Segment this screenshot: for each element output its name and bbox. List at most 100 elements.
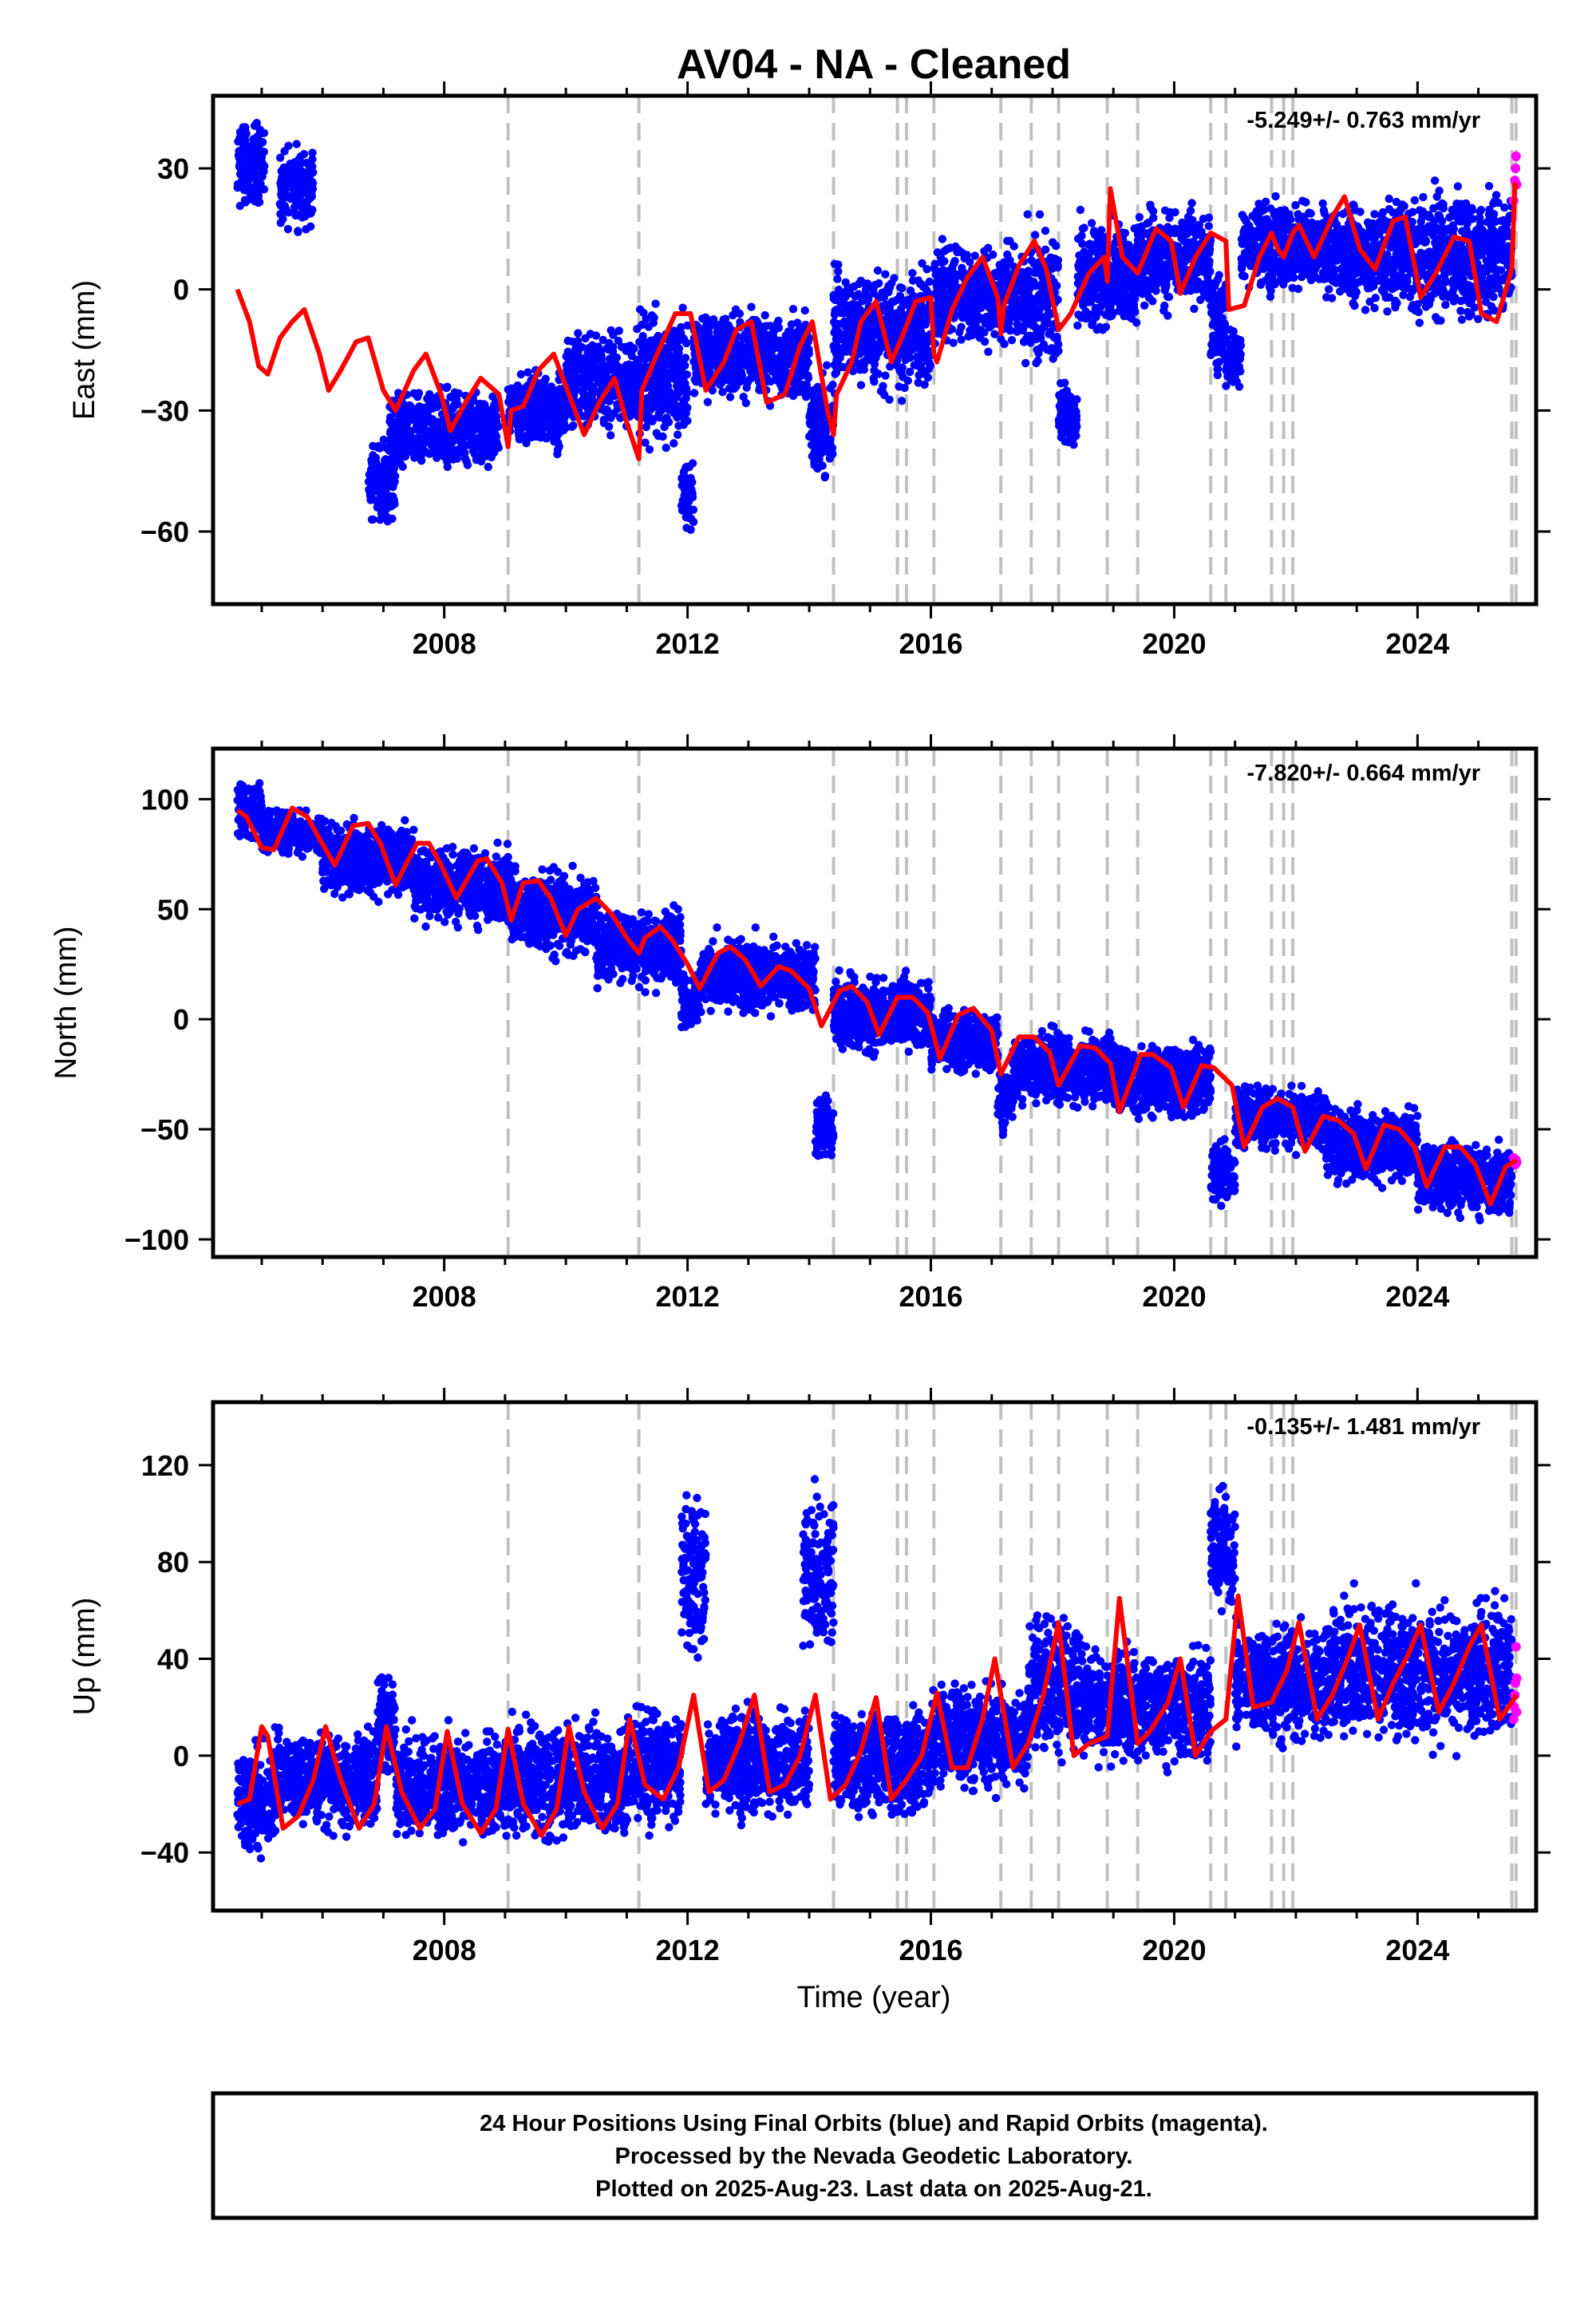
east-data-point bbox=[957, 335, 966, 344]
east-data-point bbox=[1163, 269, 1172, 279]
east-data-point bbox=[652, 381, 662, 390]
east-data-point bbox=[239, 156, 247, 165]
east-data-point bbox=[1209, 334, 1218, 344]
east-data-point bbox=[627, 351, 636, 361]
east-data-point bbox=[1088, 310, 1097, 318]
east-data-point bbox=[292, 140, 301, 148]
east-data-point bbox=[899, 373, 907, 381]
east-data-point bbox=[463, 460, 472, 469]
east-data-point bbox=[907, 334, 915, 342]
east-data-point bbox=[386, 437, 395, 447]
east-data-point bbox=[671, 327, 680, 336]
east-data-point bbox=[713, 350, 722, 359]
east-data-point bbox=[426, 401, 435, 409]
east-data-point bbox=[678, 506, 687, 515]
east-data-point bbox=[1222, 334, 1231, 343]
east-data-point bbox=[282, 170, 290, 180]
east-data-point bbox=[822, 361, 832, 370]
east-data-point bbox=[977, 273, 986, 282]
east-data-point bbox=[1018, 303, 1027, 312]
east-data-point bbox=[406, 402, 416, 412]
east-data-point bbox=[380, 442, 389, 452]
east-data-point bbox=[306, 192, 316, 201]
east-data-point bbox=[1207, 348, 1216, 357]
east-data-point bbox=[288, 194, 298, 204]
east-data-point bbox=[1187, 223, 1197, 233]
east-data-point bbox=[678, 303, 687, 312]
east-data-point bbox=[847, 316, 855, 326]
east-data-point bbox=[477, 425, 486, 434]
east-data-point bbox=[670, 336, 679, 346]
east-data-point bbox=[1211, 295, 1220, 304]
east-data-point bbox=[1164, 292, 1174, 302]
east-data-point bbox=[513, 381, 522, 390]
east-data-point bbox=[581, 394, 590, 403]
east-data-point bbox=[484, 415, 493, 424]
east-data-point bbox=[1152, 271, 1160, 281]
east-data-point bbox=[612, 353, 621, 362]
east-data-point bbox=[279, 215, 287, 223]
east-data-point bbox=[1152, 287, 1160, 295]
east-data-point bbox=[1140, 301, 1149, 310]
east-data-point bbox=[829, 342, 838, 350]
east-data-point bbox=[277, 201, 286, 211]
east-data-point bbox=[874, 370, 883, 378]
east-data-point bbox=[1074, 261, 1083, 270]
east-data-point bbox=[294, 227, 302, 236]
east-data-point bbox=[281, 207, 290, 216]
east-data-point bbox=[864, 294, 873, 304]
east-data-point bbox=[934, 278, 942, 287]
east-data-point bbox=[725, 366, 735, 375]
east-data-point bbox=[1129, 302, 1139, 312]
east-data-point bbox=[895, 317, 903, 326]
east-data-point bbox=[641, 438, 650, 447]
east-data-point bbox=[1232, 377, 1242, 386]
east-data-point bbox=[989, 250, 998, 259]
east-data-point bbox=[804, 373, 813, 382]
east-data-point bbox=[448, 455, 457, 464]
east-data-point bbox=[1163, 311, 1172, 320]
east-data-point bbox=[384, 514, 393, 524]
east-data-point bbox=[241, 126, 250, 135]
east-data-point bbox=[409, 389, 418, 397]
east-data-point bbox=[371, 453, 381, 462]
east-data-point bbox=[1200, 251, 1210, 261]
east-data-point bbox=[569, 421, 578, 430]
east-data-point bbox=[826, 451, 835, 460]
east-data-point bbox=[830, 259, 839, 268]
east-data-point bbox=[1049, 354, 1057, 363]
east-data-point bbox=[1008, 298, 1017, 307]
east-data-point bbox=[368, 464, 377, 472]
east-data-point bbox=[506, 394, 515, 403]
east-data-point bbox=[477, 444, 486, 453]
east-data-point bbox=[308, 148, 317, 157]
east-data-point bbox=[1040, 295, 1049, 304]
east-data-point bbox=[1006, 326, 1015, 335]
east-data-point bbox=[1213, 365, 1223, 373]
east-data-point bbox=[249, 135, 258, 144]
east-data-point bbox=[742, 354, 751, 362]
east-data-point bbox=[1188, 215, 1197, 225]
east-data-point bbox=[253, 144, 263, 154]
east-data-point bbox=[1104, 300, 1113, 310]
east-data-point bbox=[553, 390, 562, 400]
east-data-point bbox=[574, 329, 583, 338]
east-data-point bbox=[809, 421, 819, 429]
east-data-point bbox=[1009, 242, 1018, 251]
east-data-point bbox=[1164, 225, 1173, 234]
east-data-point bbox=[650, 402, 658, 411]
east-data-point bbox=[533, 417, 542, 427]
east-data-point bbox=[369, 515, 377, 524]
east-data-point bbox=[987, 321, 996, 330]
east-data-point bbox=[913, 352, 922, 361]
east-data-point bbox=[776, 352, 785, 361]
east-data-point bbox=[613, 367, 622, 377]
east-data-point bbox=[881, 371, 890, 380]
east-data-point bbox=[522, 439, 531, 448]
east-data-point bbox=[436, 427, 444, 436]
east-data-point bbox=[371, 474, 380, 483]
east-data-point bbox=[966, 326, 974, 335]
east-data-point bbox=[848, 299, 857, 309]
